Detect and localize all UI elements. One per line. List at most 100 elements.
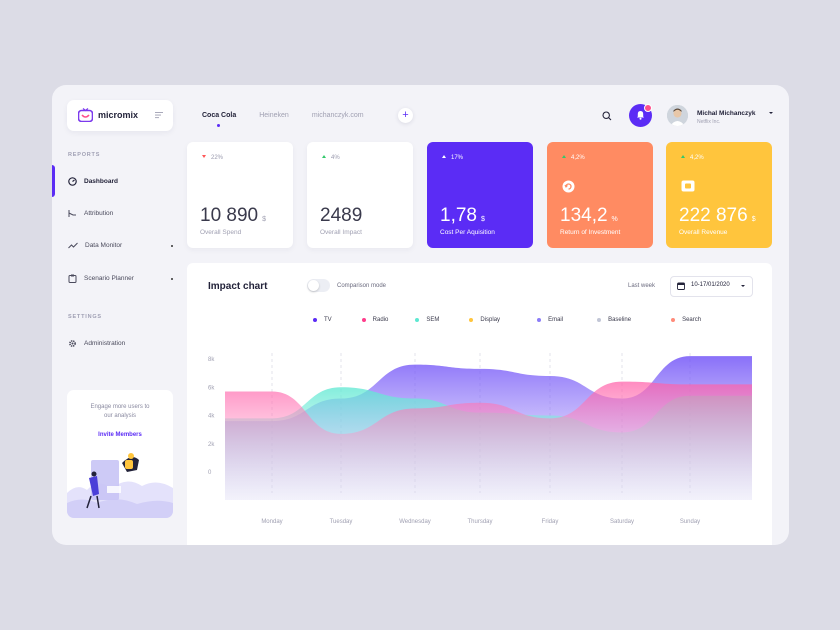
user-menu-caret-icon[interactable]	[769, 112, 773, 114]
y-tick-label: 4k	[208, 414, 215, 420]
arrow-down-icon	[202, 155, 206, 158]
arrow-up-icon	[562, 155, 566, 158]
invite-promo-card: Engage more users to our analysis Invite…	[67, 390, 173, 518]
arrow-up-icon	[322, 155, 326, 158]
kpi-label: Overall Revenue	[679, 229, 728, 236]
section-label-settings: SETTINGS	[68, 314, 102, 320]
sidebar-item-label: Scenario Planner	[84, 274, 134, 282]
refresh-coin-icon	[562, 180, 575, 193]
x-tick-label: Monday	[261, 519, 282, 525]
attribution-icon	[68, 209, 76, 217]
kpi-card-overall-spend[interactable]: 22% 10 890 $ Overall Spend	[187, 142, 293, 248]
kpi-delta-value: 4,2%	[690, 155, 704, 161]
kpi-value-number: 222 876	[679, 205, 748, 226]
kpi-label: Return of Investment	[560, 229, 621, 236]
search-icon[interactable]	[602, 111, 612, 121]
menu-icon[interactable]	[155, 111, 163, 119]
legend-item-radio[interactable]: Radio	[361, 317, 389, 323]
kpi-value: 2489	[320, 205, 362, 227]
legend-item-display[interactable]: Display	[469, 317, 500, 323]
kpi-unit: %	[611, 216, 618, 223]
legend-label: TV	[324, 317, 332, 323]
avatar[interactable]	[667, 105, 688, 126]
chart-title: Impact chart	[208, 281, 268, 292]
kpi-value-number: 2489	[320, 205, 363, 226]
notification-badge	[644, 104, 652, 112]
sidebar-item-administration[interactable]: Administration	[68, 336, 125, 350]
legend-label: Radio	[372, 317, 389, 323]
legend-item-search[interactable]: Search	[671, 317, 701, 323]
y-tick-label: 8k	[208, 357, 215, 363]
kpi-card-overall-revenue[interactable]: 4,2% 222 876 $ Overall Revenue	[666, 142, 772, 248]
kpi-value-number: 134,2	[560, 205, 608, 226]
sidebar-item-label: Dashboard	[84, 177, 118, 185]
legend-item-tv[interactable]: TV	[313, 317, 332, 323]
toggle-knob	[308, 280, 319, 291]
date-range-picker[interactable]: 10-17/01/2020	[670, 276, 753, 297]
kpi-delta-value: 4%	[331, 155, 340, 161]
x-tick-label: Thursday	[467, 519, 492, 525]
wallet-icon	[681, 180, 695, 192]
active-indicator	[52, 165, 55, 197]
x-tick-label: Wednesday	[399, 519, 431, 525]
kpi-delta: 17%	[442, 155, 463, 161]
sidebar-item-label: Administration	[84, 339, 126, 347]
tab-heineken[interactable]: Heineken	[259, 112, 289, 119]
expand-dot-icon[interactable]	[171, 278, 173, 280]
area-series-radio	[225, 381, 752, 500]
legend-item-baseline[interactable]: Baseline	[597, 317, 631, 323]
impact-chart-panel: Impact chart Comparison mode Last week 1…	[187, 263, 772, 545]
kpi-delta: 22%	[202, 155, 223, 161]
legend-item-sem[interactable]: SEM	[415, 317, 439, 323]
legend-dot	[469, 318, 474, 322]
user-org: Netflix Inc.	[697, 119, 721, 125]
kpi-card-cost-per-acquisition[interactable]: 17% 1,78 $ Cost Per Aquisition	[427, 142, 533, 248]
chevron-down-icon	[741, 285, 745, 287]
y-tick-label: 0	[208, 470, 212, 476]
client-tabs: Coca Cola Heineken michanczyk.com	[202, 112, 387, 127]
sidebar-item-data-monitor[interactable]: Data Monitor	[68, 238, 122, 252]
clipboard-icon	[68, 274, 77, 283]
arrow-up-icon	[442, 155, 446, 158]
brand-logo-box[interactable]: micromix	[67, 100, 173, 131]
kpi-delta: 4,2%	[681, 155, 704, 161]
team-illustration	[67, 453, 173, 518]
sidebar-item-label: Attribution	[84, 209, 114, 217]
impact-area-chart: 8k 6k 4k 2k 0 Monday Tuesday Wednesday Thursday…	[208, 353, 752, 525]
x-tick-label: Friday	[542, 519, 559, 525]
date-range-value: 10-17/01/2020	[691, 282, 730, 288]
invite-members-link[interactable]: Invite Members	[98, 432, 142, 438]
legend-dot	[537, 318, 542, 322]
tab-michanczyk[interactable]: michanczyk.com	[311, 112, 364, 119]
sidebar-item-attribution[interactable]: Attribution	[68, 206, 113, 220]
x-tick-label: Tuesday	[330, 519, 353, 525]
kpi-value: 10 890 $	[200, 205, 266, 227]
kpi-label: Overall Impact	[320, 229, 362, 236]
sidebar-item-dashboard[interactable]: Dashboard	[68, 174, 118, 188]
sidebar-item-label: Data Monitor	[85, 241, 123, 249]
kpi-delta: 4,2%	[562, 155, 585, 161]
user-name[interactable]: Michal Michanczyk	[697, 110, 756, 117]
kpi-card-overall-impact[interactable]: 4% 2489 Overall Impact	[307, 142, 413, 248]
kpi-value-number: 10 890	[200, 205, 259, 226]
legend-label: SEM	[426, 317, 440, 323]
comparison-mode-toggle[interactable]	[307, 279, 330, 292]
kpi-unit: $	[480, 216, 485, 223]
y-tick-label: 2k	[208, 442, 215, 448]
kpi-unit: $	[751, 216, 756, 223]
sidebar-item-scenario-planner[interactable]: Scenario Planner	[68, 271, 134, 285]
kpi-value: 134,2%	[560, 205, 618, 227]
kpi-delta-value: 17%	[451, 155, 464, 161]
expand-dot-icon[interactable]	[171, 245, 173, 247]
x-tick-label: Sunday	[680, 519, 700, 525]
add-tab-button[interactable]: +	[398, 108, 413, 123]
legend-item-email[interactable]: Email	[537, 317, 563, 323]
legend-label: Display	[480, 317, 501, 323]
kpi-card-return-of-investment[interactable]: 4,2% 134,2% Return of Investment	[547, 142, 653, 248]
legend-label: Email	[548, 317, 564, 323]
chart-legend: TV Radio SEM Display Email Baseline Search	[313, 317, 701, 323]
period-label: Last week	[628, 283, 656, 289]
bell-icon	[637, 111, 644, 120]
tab-coca-cola[interactable]: Coca Cola	[202, 112, 237, 127]
legend-label: Search	[682, 317, 702, 323]
